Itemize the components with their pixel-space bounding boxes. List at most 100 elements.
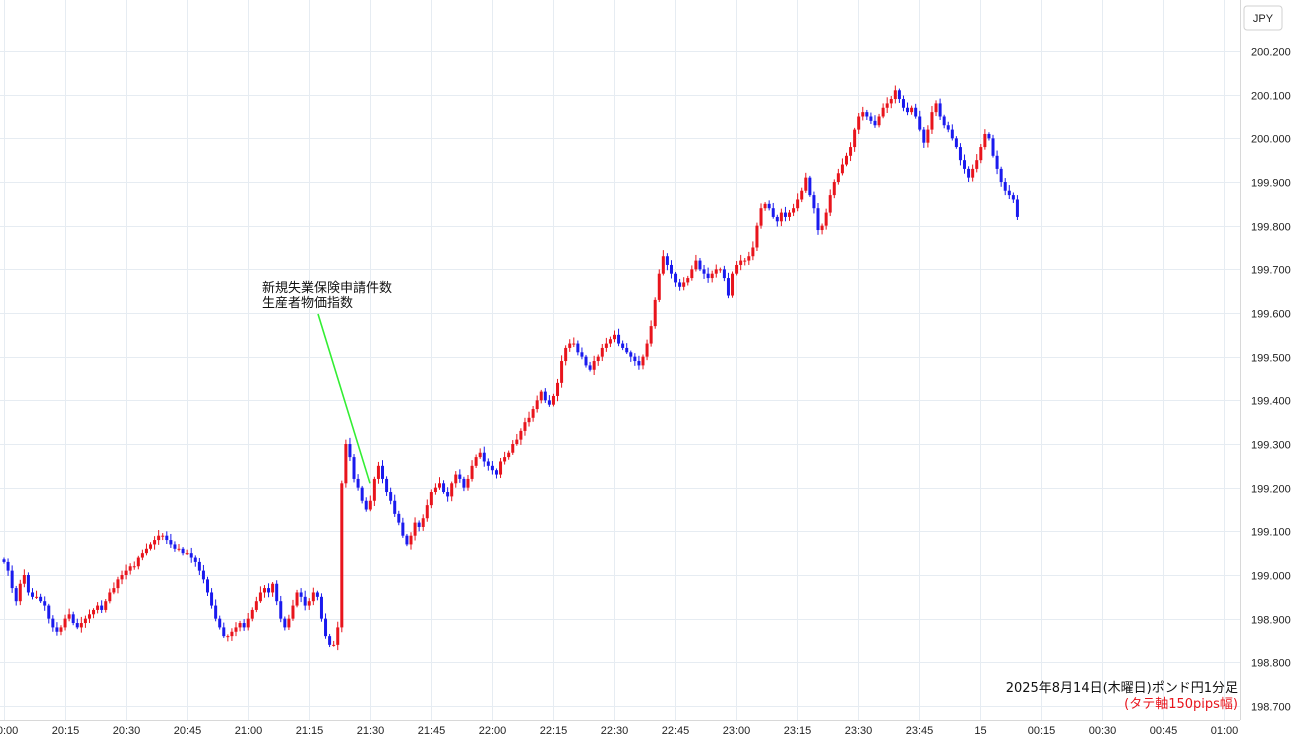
candle-body [226,636,230,638]
candle-body [120,575,124,580]
candle-body [368,500,372,510]
candle [222,622,226,638]
candle [580,347,584,360]
candle-body [759,208,763,226]
currency-badge [1243,5,1283,31]
candle [881,103,885,119]
candle-body [22,575,26,584]
candle [26,572,30,596]
candle [22,569,26,588]
candle [116,576,120,594]
candle [739,254,743,271]
candle-body [494,470,498,475]
candle-body [177,548,181,550]
candle-body [686,278,690,283]
candle [108,588,112,604]
candle [820,223,824,235]
candle-body [963,160,967,169]
candle-body [792,208,796,213]
candle [1003,178,1007,196]
candle [633,353,637,366]
candle [629,350,633,362]
x-tick-label: 22:15 [540,725,568,737]
candle-body [800,190,804,200]
candle [462,476,466,492]
candle [637,355,641,370]
candle-body [470,465,474,479]
candle-body [433,487,437,493]
candle [494,468,498,479]
candle [96,602,100,614]
candle-body [230,631,234,637]
candle-body [678,282,682,287]
candle [604,337,608,352]
candle [128,563,132,575]
candle [299,588,303,603]
candle-body [279,601,283,619]
candle-body [747,256,751,261]
candle [466,475,470,491]
candle [621,340,625,351]
candle [885,97,889,114]
y-tick-label: 199.200 [1251,484,1291,496]
candle [617,328,621,347]
candle [393,494,397,517]
candle-body [397,513,401,523]
candle [755,222,759,251]
y-tick-label: 199.400 [1251,396,1291,408]
y-tick-label: 200.200 [1251,47,1291,59]
y-tick-label: 199.600 [1251,309,1291,321]
candle [450,481,454,502]
candle [592,355,596,376]
candle-body [763,203,767,209]
candle-body [857,116,861,130]
candle-body [291,605,295,619]
candle-body [934,103,938,113]
candle [897,88,901,103]
candle-body [547,400,551,405]
candle-body [287,618,291,628]
x-tick-label: 21:45 [418,725,446,737]
candle-body [250,609,254,619]
candle-body [572,343,576,345]
candle-body [83,618,87,624]
candle-body [466,478,470,488]
candle [547,395,551,407]
candle [800,187,804,203]
candle [177,543,181,552]
candle [63,614,67,631]
candle [836,168,840,185]
candle [389,487,393,505]
candle-body [14,588,18,602]
event-annotation: 新規失業保険申請件数 生産者物価指数 [262,280,392,484]
candle [918,110,922,132]
candle [946,121,950,133]
candle [429,489,433,509]
candle [185,549,189,555]
candle [877,113,881,128]
candle [889,95,893,109]
y-axis: JPY 198.700198.800198.900199.000199.1001… [1240,0,1291,720]
candle-body [271,583,275,593]
candle-body [165,535,169,541]
candle [726,272,730,299]
candle-body [258,592,262,602]
candle-body [185,553,189,555]
candle [295,589,299,608]
candle [653,297,657,329]
candle-body [592,361,596,370]
x-tick-label: 21:30 [357,725,385,737]
candle [710,270,714,283]
candle-body [796,199,800,209]
candle-body [92,609,96,615]
candle [869,112,873,124]
candle-body [30,592,34,597]
candle-body [108,592,112,602]
candle [55,622,59,636]
candle-body [617,334,621,344]
candle-body [324,618,328,637]
candle-body [873,120,877,126]
candle-body [637,361,641,366]
candle-body [706,273,710,279]
x-tick-label: 20:00 [0,725,18,737]
